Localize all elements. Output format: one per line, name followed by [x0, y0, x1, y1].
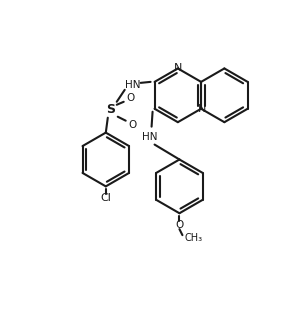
Text: O: O — [129, 120, 137, 130]
Text: N: N — [174, 63, 182, 73]
Text: HN: HN — [125, 80, 140, 90]
Text: Cl: Cl — [100, 193, 111, 203]
Text: CH₃: CH₃ — [185, 233, 203, 243]
Text: O: O — [127, 93, 135, 103]
Text: O: O — [175, 220, 184, 230]
Text: S: S — [106, 103, 115, 116]
Text: HN: HN — [142, 132, 157, 142]
Text: N: N — [198, 104, 206, 114]
